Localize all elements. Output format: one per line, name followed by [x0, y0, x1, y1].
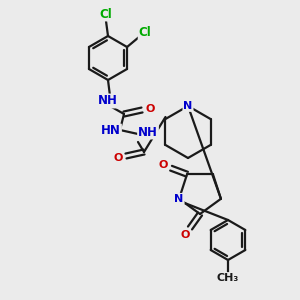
Text: NH: NH: [138, 125, 158, 139]
Text: N: N: [183, 101, 193, 111]
Text: Cl: Cl: [139, 26, 152, 40]
Text: N: N: [175, 194, 184, 204]
Text: O: O: [180, 230, 190, 240]
Text: O: O: [113, 153, 123, 163]
Text: CH₃: CH₃: [217, 273, 239, 283]
Text: O: O: [158, 160, 168, 170]
Text: Cl: Cl: [100, 8, 112, 20]
Text: O: O: [145, 104, 155, 114]
Text: NH: NH: [98, 94, 118, 107]
Text: HN: HN: [101, 124, 121, 137]
